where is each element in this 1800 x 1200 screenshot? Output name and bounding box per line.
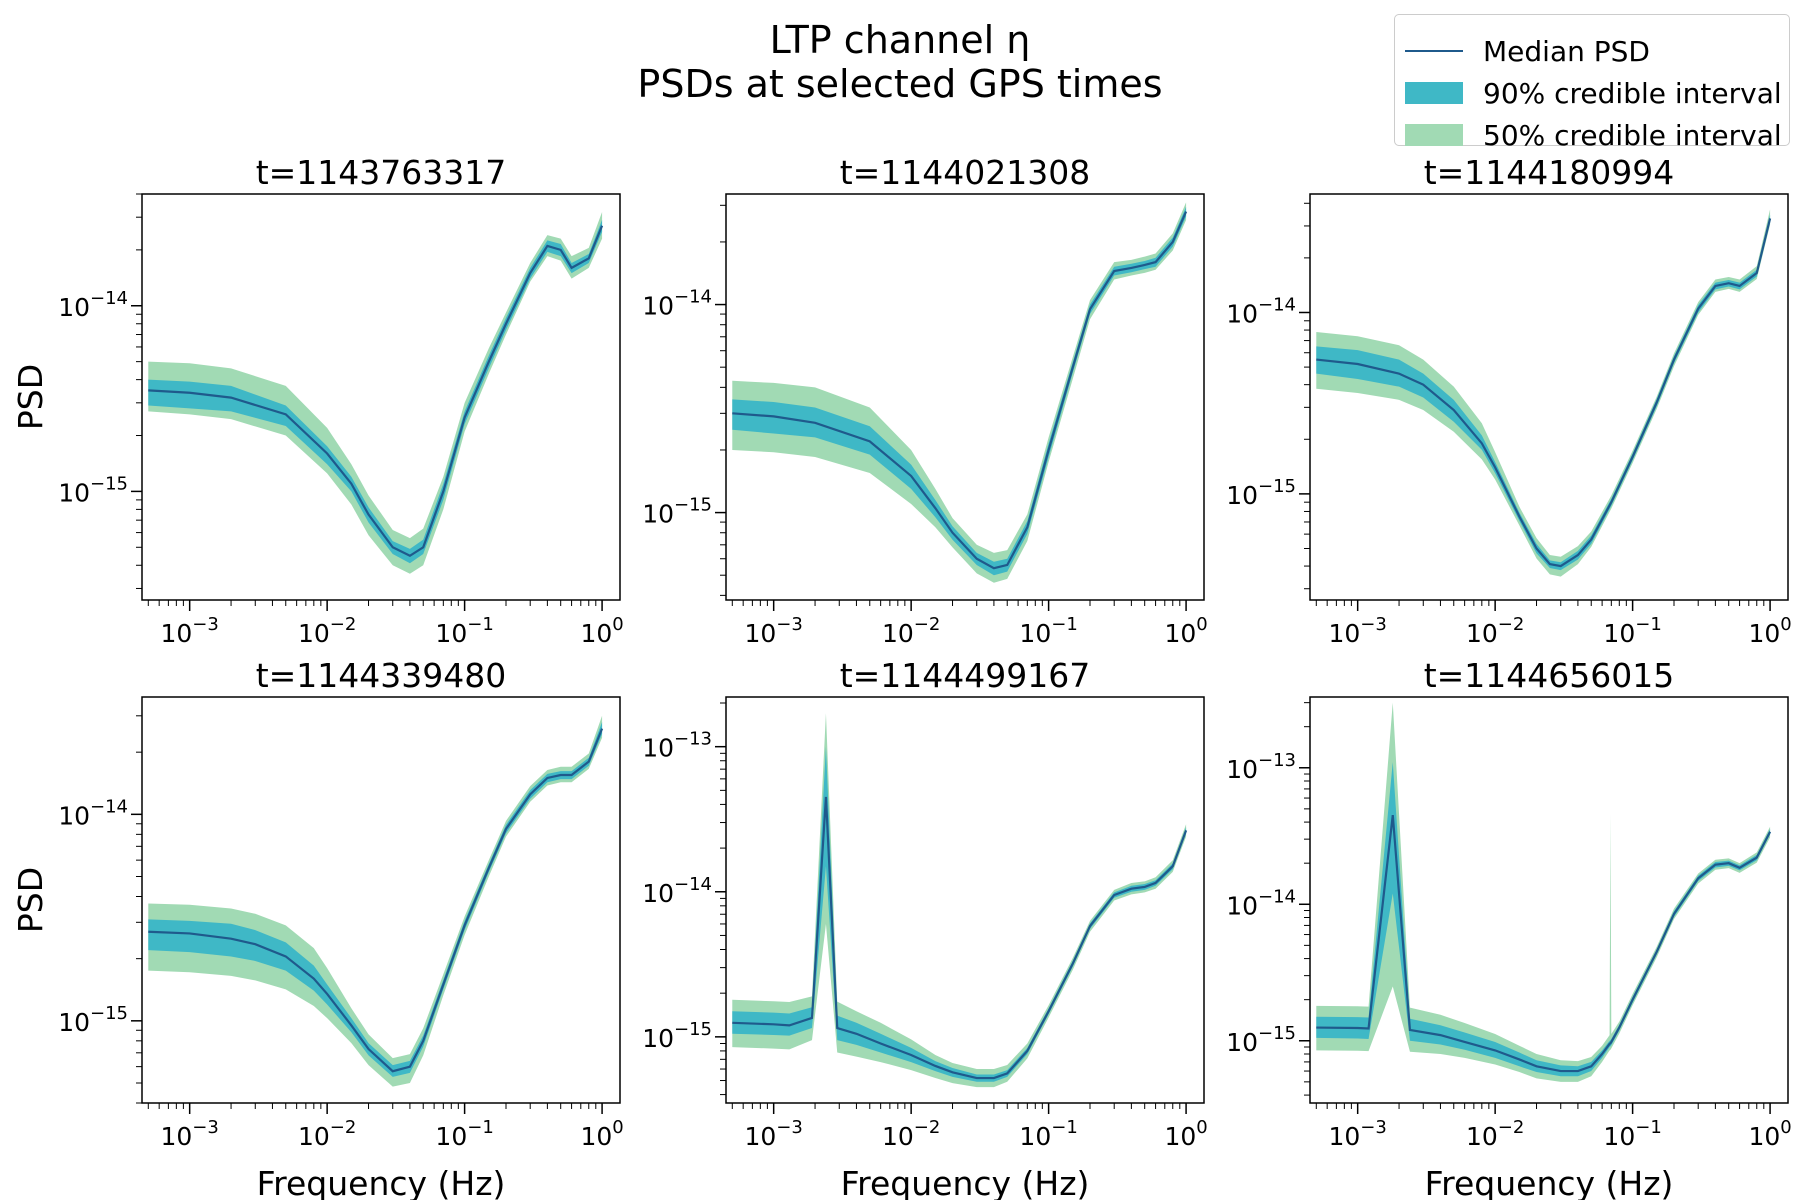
x-tick-label: 10−1 xyxy=(1019,1117,1077,1151)
ci90-band xyxy=(732,746,1187,1082)
x-tick-label: 100 xyxy=(1748,1117,1791,1151)
ci50-band xyxy=(1316,209,1771,577)
y-tick-label: 10−15 xyxy=(642,495,712,529)
x-tick-label: 10−3 xyxy=(1328,614,1386,648)
y-tick-label: 10−14 xyxy=(642,287,712,321)
x-axis-label: Frequency (Hz) xyxy=(257,1164,506,1200)
x-tick-label: 100 xyxy=(580,614,623,648)
y-tick-label: 10−14 xyxy=(1226,886,1296,920)
median-psd-line xyxy=(1316,218,1772,568)
y-tick-label: 10−15 xyxy=(1226,476,1296,510)
panel-3: 10−3 10−2 10−1 100 10−15 10−14 t=1144180994 xyxy=(1226,153,1792,648)
y-tick-label: 10−14 xyxy=(642,874,712,908)
y-tick-label: 10−13 xyxy=(1226,750,1296,784)
figure-title: LTP channel η PSDs at selected GPS times xyxy=(500,18,1300,106)
panel-title: t=1144499167 xyxy=(840,656,1091,695)
axes-frame xyxy=(141,696,621,1104)
legend-label-ci50: 50% credible interval xyxy=(1483,118,1782,152)
panel-title: t=1144656015 xyxy=(1424,656,1675,695)
x-tick-label: 10−2 xyxy=(882,614,940,648)
x-tick-label: 10−3 xyxy=(1328,1117,1386,1151)
x-tick-label: 10−3 xyxy=(160,614,218,648)
x-tick-label: 100 xyxy=(1748,614,1791,648)
y-tick-label: 10−15 xyxy=(58,473,128,507)
y-tick-label: 10−15 xyxy=(642,1019,712,1053)
x-tick-label: 10−2 xyxy=(298,614,356,648)
ci50-band xyxy=(1316,702,1771,1082)
x-tick-label: 10−2 xyxy=(298,1117,356,1151)
panel-1: 10−3 10−2 10−1 100 10−15 10−14 t=1143763317 PSD xyxy=(11,153,624,648)
legend-label-median: Median PSD xyxy=(1483,34,1650,68)
axes-frame xyxy=(725,696,1205,1104)
x-tick-label: 10−2 xyxy=(1466,614,1524,648)
legend-swatch-ci50 xyxy=(1405,124,1463,146)
median-psd-line xyxy=(732,211,1188,570)
x-tick-label: 100 xyxy=(1164,614,1207,648)
x-tick-label: 10−1 xyxy=(1019,614,1077,648)
y-tick-label: 10−15 xyxy=(1226,1023,1296,1057)
y-tick-label: 10−13 xyxy=(642,729,712,763)
median-psd-line xyxy=(1316,814,1772,1073)
legend-item-ci90: 90% credible interval xyxy=(1405,73,1782,113)
x-tick-label: 10−3 xyxy=(744,1117,802,1151)
median-psd-line xyxy=(732,796,1188,1080)
figure-title-line1: LTP channel η xyxy=(769,18,1031,62)
legend-item-median: Median PSD xyxy=(1405,31,1650,71)
axes-frame xyxy=(141,193,621,601)
ci90-band xyxy=(148,722,603,1077)
y-tick-label: 10−15 xyxy=(58,1003,128,1037)
panel-title: t=1144180994 xyxy=(1424,153,1675,192)
ci50-band xyxy=(732,713,1187,1088)
panel-6: 10−3 10−2 10−1 100 10−15 10−14 10−13 t=11446560… xyxy=(1226,656,1792,1200)
x-tick-label: 10−2 xyxy=(882,1117,940,1151)
y-tick-label: 10−14 xyxy=(58,288,128,322)
ci90-band xyxy=(148,219,603,564)
y-axis-label: PSD xyxy=(11,867,50,933)
y-tick-label: 10−14 xyxy=(1226,294,1296,328)
legend-label-ci90: 90% credible interval xyxy=(1483,76,1782,110)
median-psd-line xyxy=(148,728,604,1073)
legend-item-ci50: 50% credible interval xyxy=(1405,115,1782,155)
x-tick-label: 10−1 xyxy=(1603,614,1661,648)
y-axis-label: PSD xyxy=(11,364,50,430)
panel-4: 10−3 10−2 10−1 100 10−15 10−14 t=1144339480 PSD… xyxy=(11,656,624,1200)
axes-frame xyxy=(725,193,1205,601)
axes-frame xyxy=(1309,696,1789,1104)
x-tick-label: 10−1 xyxy=(435,614,493,648)
legend-swatch-median xyxy=(1405,40,1463,62)
legend-swatch-ci90 xyxy=(1405,82,1463,104)
axes-frame xyxy=(1309,193,1789,601)
panel-title: t=1143763317 xyxy=(256,153,507,192)
x-tick-label: 10−1 xyxy=(435,1117,493,1151)
x-tick-label: 10−2 xyxy=(1466,1117,1524,1151)
median-psd-line xyxy=(148,225,604,558)
panel-5: 10−3 10−2 10−1 100 10−15 10−14 10−13 t=11444991… xyxy=(642,656,1208,1200)
x-tick-label: 10−1 xyxy=(1603,1117,1661,1151)
ci50-band xyxy=(732,202,1187,583)
x-axis-label: Frequency (Hz) xyxy=(1425,1164,1674,1200)
panel-title: t=1144021308 xyxy=(840,153,1091,192)
x-tick-label: 10−3 xyxy=(744,614,802,648)
legend: Median PSD 90% credible interval 50% cre… xyxy=(1394,14,1790,152)
ci50-band xyxy=(148,715,603,1087)
panel-title: t=1144339480 xyxy=(256,656,507,695)
x-tick-label: 100 xyxy=(580,1117,623,1151)
x-tick-label: 10−3 xyxy=(160,1117,218,1151)
figure-title-line2: PSDs at selected GPS times xyxy=(637,62,1163,106)
y-tick-label: 10−14 xyxy=(58,796,128,830)
panel-2: 10−3 10−2 10−1 100 10−15 10−14 t=1144021308 xyxy=(642,153,1208,648)
x-axis-label: Frequency (Hz) xyxy=(841,1164,1090,1200)
x-tick-label: 100 xyxy=(1164,1117,1207,1151)
